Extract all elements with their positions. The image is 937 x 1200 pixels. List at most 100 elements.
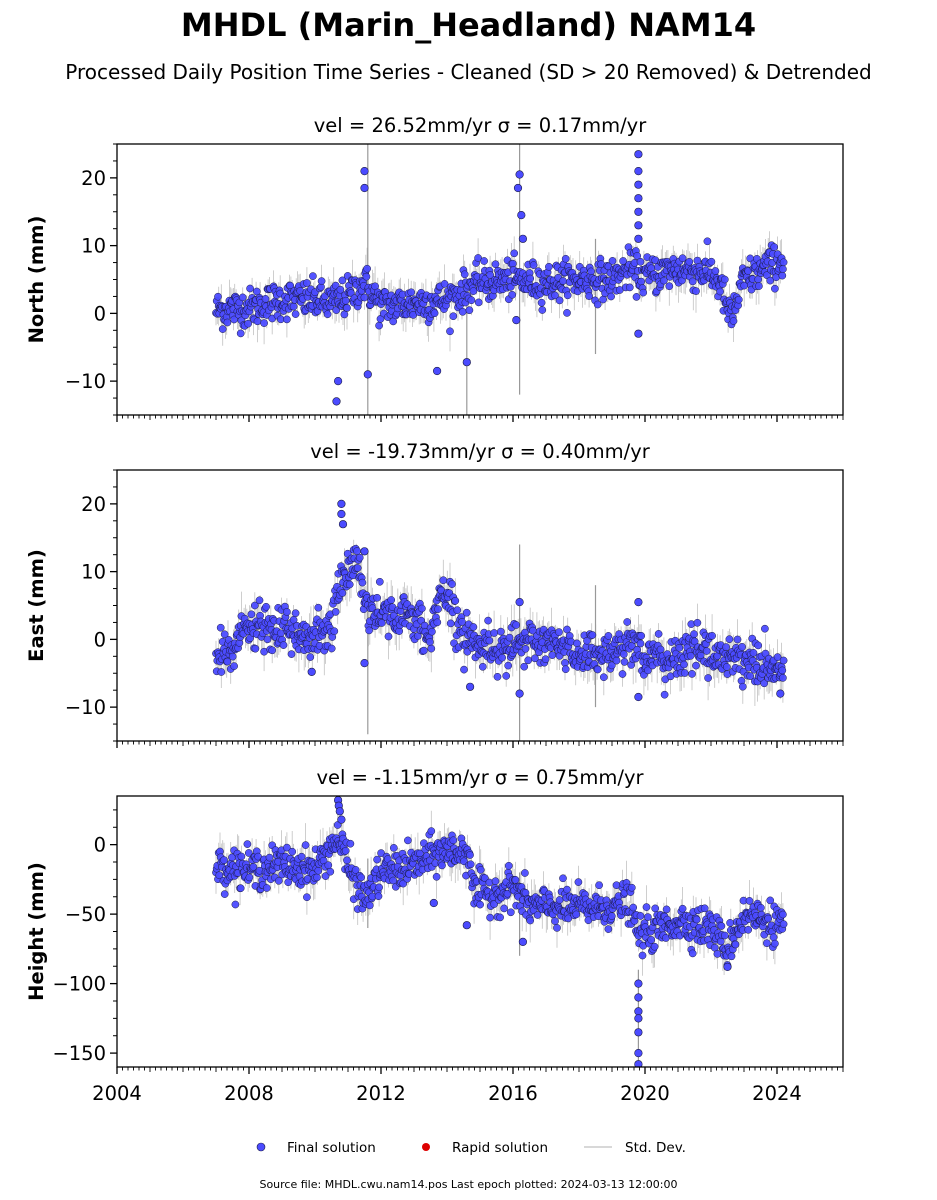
- data-point: [665, 282, 674, 291]
- data-point: [323, 310, 332, 319]
- data-point: [766, 896, 775, 905]
- data-point: [595, 881, 603, 890]
- data-point: [387, 596, 396, 604]
- data-point: [274, 876, 283, 885]
- data-point: [338, 589, 347, 597]
- data-point: [563, 309, 571, 317]
- data-point: [244, 849, 253, 857]
- data-layer-1: [212, 144, 788, 415]
- data-point: [636, 257, 645, 266]
- ytick-label: 0: [94, 302, 106, 325]
- data-point: [375, 321, 383, 330]
- data-point: [317, 277, 326, 285]
- xtick-label: 2004: [92, 1082, 142, 1105]
- data-point: [214, 292, 222, 301]
- outlier-point: [337, 499, 346, 509]
- data-point: [476, 900, 484, 909]
- data-point: [713, 950, 722, 958]
- outlier-point: [634, 150, 643, 159]
- data-point: [343, 856, 351, 865]
- outlier-point: [360, 167, 369, 176]
- data-point: [716, 287, 724, 296]
- outlier-point: [634, 194, 643, 203]
- data-point: [484, 616, 492, 625]
- data-point: [261, 295, 270, 303]
- data-point: [551, 291, 559, 300]
- data-point: [559, 277, 567, 285]
- outlier-point: [512, 316, 521, 325]
- data-point: [738, 682, 747, 691]
- panel-title-2: vel = -19.73mm/yr σ = 0.40mm/yr: [310, 440, 650, 463]
- data-point: [660, 276, 668, 285]
- data-point: [389, 844, 398, 852]
- outlier-point: [634, 234, 643, 243]
- panels: vel = 26.52mm/yr σ = 0.17mm/yr North (mm)…: [25, 114, 844, 1105]
- data-point: [553, 924, 561, 932]
- data-point: [632, 293, 641, 301]
- data-point: [287, 650, 296, 658]
- outlier-point: [634, 692, 643, 702]
- ylabel-2: East (mm): [25, 549, 48, 662]
- data-point: [458, 618, 466, 626]
- panel-title-3: vel = -1.15mm/yr σ = 0.75mm/yr: [316, 766, 644, 789]
- data-point: [625, 283, 634, 292]
- data-point: [306, 653, 315, 661]
- data-point: [504, 861, 513, 870]
- data-point: [636, 639, 645, 648]
- data-point: [770, 243, 779, 251]
- data-point: [722, 643, 730, 651]
- data-point: [647, 936, 656, 944]
- data-point: [357, 873, 365, 882]
- data-point: [260, 319, 268, 327]
- data-point: [253, 317, 262, 326]
- data-point: [745, 897, 754, 905]
- data-point: [485, 636, 494, 645]
- outlier-point: [634, 207, 643, 216]
- outlier-point: [634, 329, 643, 338]
- data-point: [220, 890, 229, 898]
- outlier-point: [776, 689, 785, 698]
- data-point: [467, 296, 476, 305]
- data-point: [604, 632, 613, 640]
- data-point: [769, 933, 778, 942]
- xtick-label: 2024: [752, 1082, 802, 1105]
- data-point: [446, 619, 455, 628]
- data-point: [593, 300, 602, 309]
- data-point: [541, 655, 550, 664]
- data-point: [231, 900, 240, 909]
- data-point: [340, 310, 349, 319]
- data-point: [236, 329, 245, 338]
- data-point: [291, 310, 300, 318]
- data-point: [650, 942, 659, 951]
- data-point: [642, 903, 651, 911]
- data-point: [216, 623, 225, 632]
- data-point: [313, 873, 321, 882]
- data-point: [508, 290, 517, 299]
- data-point: [680, 660, 688, 669]
- data-point: [738, 643, 746, 651]
- data-point: [314, 866, 323, 875]
- data-point: [619, 650, 628, 659]
- data-point: [778, 271, 787, 280]
- data-point: [309, 272, 317, 280]
- yaxis-1: −10 0 10 20: [65, 143, 117, 416]
- data-point: [247, 610, 256, 619]
- outlier-point: [513, 183, 523, 193]
- data-point: [434, 605, 442, 613]
- data-point: [466, 860, 475, 869]
- data-point: [656, 645, 665, 654]
- data-point: [537, 298, 546, 307]
- data-point: [453, 606, 462, 615]
- data-point: [510, 249, 519, 258]
- data-point: [301, 841, 310, 849]
- yaxis-3: −150 −100 −50 0: [52, 809, 117, 1065]
- data-point: [230, 662, 238, 670]
- data-point: [607, 661, 616, 670]
- data-point: [771, 284, 779, 293]
- data-point: [702, 647, 711, 655]
- data-point: [654, 630, 663, 638]
- data-point: [374, 892, 383, 901]
- axes-frame-2: [116, 469, 844, 742]
- xaxis-2: [116, 741, 844, 748]
